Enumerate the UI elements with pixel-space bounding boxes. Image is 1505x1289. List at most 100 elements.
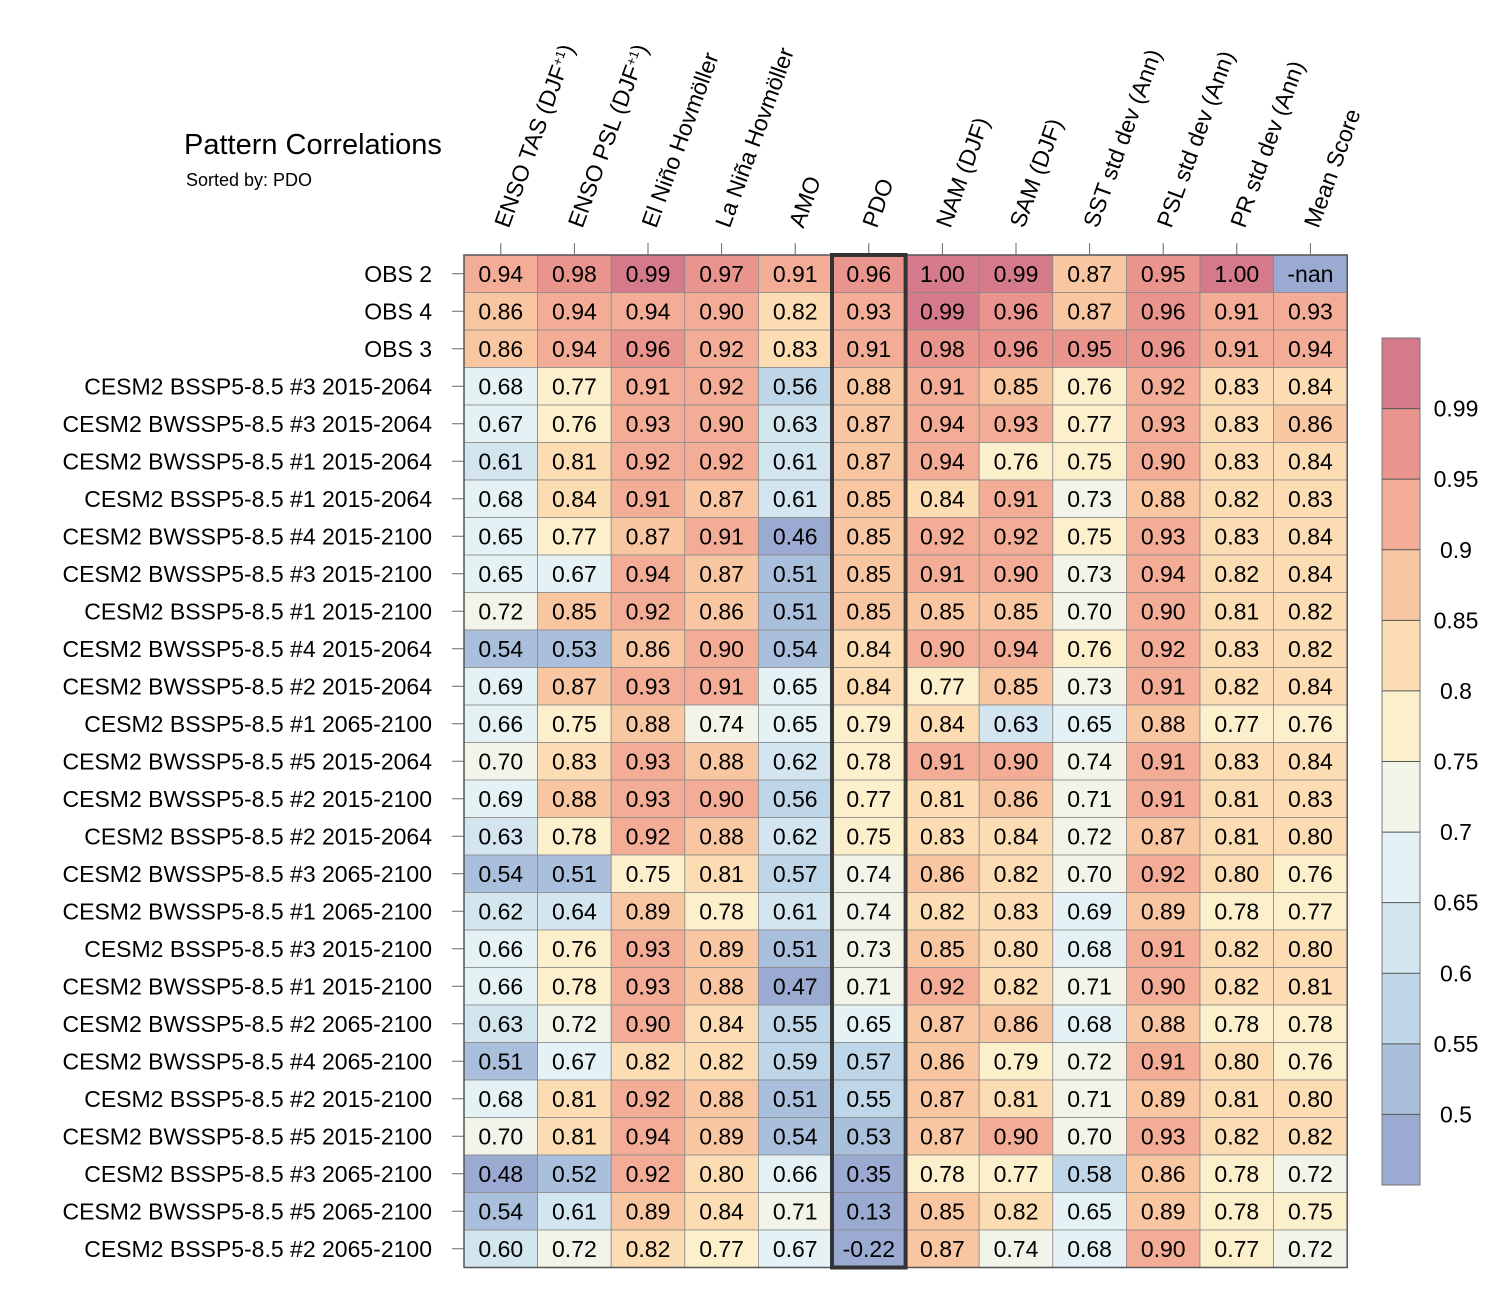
- heatmap-cell: [1273, 1192, 1348, 1231]
- heatmap-cell: [537, 929, 612, 968]
- cell-value: 0.80: [699, 1161, 744, 1187]
- heatmap-cell: [537, 517, 612, 556]
- column-labels: ENSO TAS (DJF+1)ENSO PSL (DJF+1)El Niño …: [489, 41, 1366, 255]
- cell-value: 0.80: [1288, 823, 1333, 849]
- cell-value: 0.91: [1214, 336, 1259, 362]
- cell-value: 0.51: [773, 936, 818, 962]
- heatmap-cell: [463, 967, 538, 1006]
- cell-value: 0.46: [773, 523, 818, 549]
- heatmap-cell: [610, 329, 686, 368]
- heatmap-cell: [1199, 592, 1274, 631]
- colorbar-segment: [1382, 1043, 1420, 1115]
- cell-value: 0.92: [1141, 373, 1186, 399]
- cell-value: 0.48: [478, 1161, 523, 1187]
- cell-value: 0.83: [1288, 486, 1333, 512]
- heatmap-cell: [1126, 629, 1201, 668]
- cell-value: 0.92: [699, 448, 744, 474]
- heatmap-cell: [1199, 329, 1274, 368]
- row-label: CESM2 BSSP5-8.5 #2 2015-2064: [84, 823, 432, 849]
- cell-value: 0.83: [1214, 448, 1259, 474]
- heatmap-cell: [1126, 967, 1201, 1006]
- row-label: CESM2 BWSSP5-8.5 #2 2015-2064: [63, 673, 433, 699]
- cell-value: 0.91: [699, 673, 744, 699]
- heatmap-cell: [610, 554, 686, 593]
- cell-value: 0.91: [773, 261, 818, 287]
- cell-value: 0.69: [478, 786, 523, 812]
- cell-value: 0.84: [1288, 561, 1333, 587]
- cell-value: 0.90: [994, 561, 1039, 587]
- cell-value: 0.90: [626, 1011, 671, 1037]
- cell-value: 0.75: [552, 711, 597, 737]
- heatmap-cell: [1052, 1229, 1127, 1268]
- heatmap-cell: [610, 742, 686, 781]
- cell-value: 0.81: [552, 1086, 597, 1112]
- heatmap-cell: [1126, 1004, 1201, 1043]
- cell-value: 0.84: [1288, 523, 1333, 549]
- cell-value: 0.78: [552, 823, 597, 849]
- cell-value: 0.92: [920, 523, 965, 549]
- cell-value: 0.69: [1067, 898, 1112, 924]
- cell-value: 0.83: [773, 336, 818, 362]
- colorbar-label: 0.95: [1434, 466, 1479, 492]
- cell-value: 0.94: [478, 261, 523, 287]
- heatmap-cell: [1126, 1154, 1201, 1193]
- heatmap-cell: [831, 1042, 906, 1081]
- cell-value: 0.55: [846, 1086, 891, 1112]
- heatmap-cell: [978, 554, 1054, 593]
- heatmap-cell: [1126, 929, 1201, 968]
- cell-value: 0.76: [552, 936, 597, 962]
- heatmap-cell: [1052, 517, 1127, 556]
- cell-value: 0.82: [773, 298, 818, 324]
- colorbar-segment: [1382, 1114, 1420, 1185]
- heatmap-cell: [831, 329, 906, 368]
- heatmap-cell: [537, 592, 612, 631]
- heatmap-cell: [1052, 1117, 1127, 1156]
- column-label: ENSO PSL (DJF+1): [563, 41, 653, 231]
- cell-value: 0.58: [1067, 1161, 1112, 1187]
- cell-value: 0.98: [920, 336, 965, 362]
- cell-value: 0.90: [699, 786, 744, 812]
- colorbar-segment: [1382, 832, 1420, 903]
- cell-value: 0.90: [1141, 448, 1186, 474]
- heatmap-cell: [1126, 442, 1201, 481]
- colorbar-label: 0.6: [1440, 960, 1472, 986]
- cell-value: 0.76: [1067, 636, 1112, 662]
- cell-value: 0.88: [846, 373, 891, 399]
- cell-value: 0.57: [846, 1048, 891, 1074]
- heatmap-cell: [1199, 1004, 1274, 1043]
- cell-value: 0.82: [626, 1048, 671, 1074]
- cell-value: 0.81: [920, 786, 965, 812]
- cell-value: 0.65: [1067, 1198, 1112, 1224]
- heatmap-cell: [978, 329, 1054, 368]
- cell-value: 0.94: [626, 298, 671, 324]
- heatmap-cell: [610, 479, 686, 518]
- cell-value: 0.68: [1067, 936, 1112, 962]
- cell-value: 0.63: [478, 823, 523, 849]
- row-label: CESM2 BSSP5-8.5 #1 2065-2100: [84, 711, 432, 737]
- heatmap-cell: [978, 817, 1054, 856]
- cell-value: 0.85: [994, 598, 1039, 624]
- cell-value: 0.82: [1214, 1123, 1259, 1149]
- cell-value: 0.87: [846, 411, 891, 437]
- heatmap-cell: [610, 854, 686, 893]
- cell-value: 0.96: [626, 336, 671, 362]
- row-label: CESM2 BWSSP5-8.5 #4 2015-2100: [63, 523, 432, 549]
- row-label: CESM2 BSSP5-8.5 #1 2015-2100: [84, 598, 432, 624]
- cell-value: 0.86: [994, 1011, 1039, 1037]
- cell-value: 0.77: [846, 786, 891, 812]
- cell-value: 0.94: [552, 298, 597, 324]
- cell-value: 0.62: [773, 823, 818, 849]
- cell-value: 0.95: [1067, 336, 1112, 362]
- cell-value: 0.81: [1214, 1086, 1259, 1112]
- cell-value: 0.67: [552, 1048, 597, 1074]
- cell-value: 0.86: [1288, 411, 1333, 437]
- heatmap-cell: [1199, 779, 1274, 818]
- cell-value: 0.77: [994, 1161, 1039, 1187]
- heatmap-cell: [1273, 854, 1348, 893]
- cell-value: 0.82: [1214, 561, 1259, 587]
- cell-value: 0.70: [478, 1123, 523, 1149]
- heatmap-cell: [1126, 742, 1201, 781]
- cell-value: 0.93: [626, 786, 671, 812]
- cell-value: 0.91: [920, 561, 965, 587]
- heatmap-cell: [684, 367, 759, 406]
